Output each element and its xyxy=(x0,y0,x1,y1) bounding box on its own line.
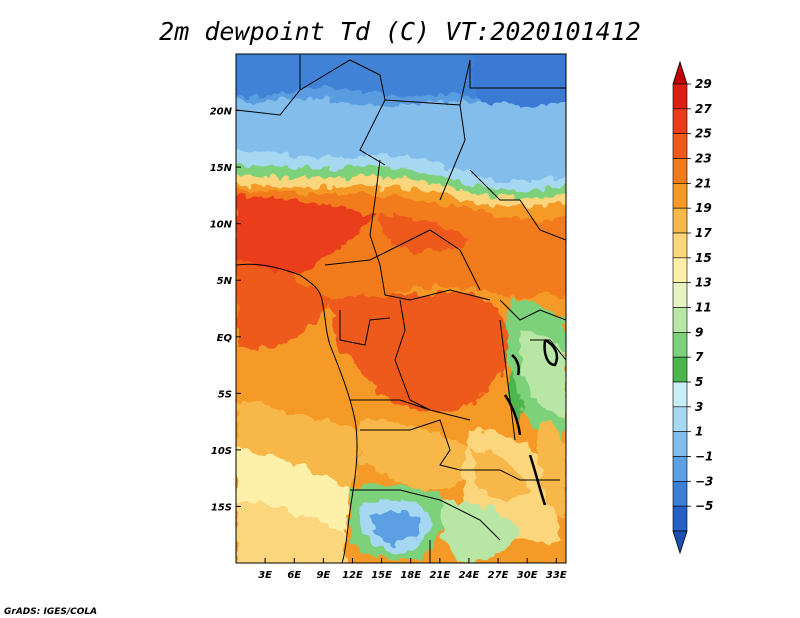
colorbar-label: 25 xyxy=(695,127,712,141)
lon-tick-label: 9E xyxy=(316,570,330,581)
lat-tick-label: 15N xyxy=(210,163,233,174)
lon-tick-label: 33E xyxy=(546,570,567,581)
lon-tick-label: 6E xyxy=(287,570,301,581)
colorbar-label: 9 xyxy=(695,325,703,339)
colorbar: 29 27 25 23 21 19 17 15 13 11 9 7 5 3 1 −1 −3 −5 xyxy=(672,60,713,555)
colorbar-swatch xyxy=(672,481,688,507)
colorbar-swatch xyxy=(672,108,688,134)
lat-tick-label: 10S xyxy=(211,446,232,457)
colorbar-label: 23 xyxy=(695,152,712,166)
lat-tick-label: 20N xyxy=(210,107,233,118)
latitude-axis: 20N 15N 10N 5N EQ 5S 10S 15S xyxy=(210,107,241,513)
colorbar-swatch xyxy=(672,307,688,333)
chart-title: 2m dewpoint Td (C) VT:2020101412 xyxy=(159,17,641,46)
colorbar-swatch xyxy=(672,505,688,532)
colorbar-swatch xyxy=(672,133,688,159)
colorbar-label: 29 xyxy=(695,77,712,91)
colorbar-label: −5 xyxy=(695,499,713,513)
lat-tick-label: 15S xyxy=(211,502,232,513)
map-frame xyxy=(235,53,567,564)
colorbar-swatch xyxy=(672,83,688,110)
colorbar-swatch xyxy=(672,232,688,259)
lon-tick-label: 27E xyxy=(488,570,509,581)
colorbar-swatch xyxy=(672,183,688,209)
lon-tick-label: 18E xyxy=(400,570,421,581)
lat-tick-label: EQ xyxy=(217,333,233,344)
colorbar-swatch xyxy=(672,207,688,234)
lon-tick-label: 3E xyxy=(258,570,272,581)
colorbar-label: 27 xyxy=(695,102,712,116)
colorbar-swatch xyxy=(672,431,688,457)
colorbar-label: 15 xyxy=(695,251,712,265)
colorbar-swatch xyxy=(672,356,688,383)
colorbar-label: 21 xyxy=(695,176,712,190)
colorbar-swatch xyxy=(672,158,688,184)
colorbar-label: −3 xyxy=(695,474,713,488)
colorbar-label: −1 xyxy=(695,450,713,464)
lon-tick-label: 12E xyxy=(342,570,363,581)
colorbar-label: 7 xyxy=(695,350,704,364)
colorbar-swatch xyxy=(672,456,688,482)
lat-tick-label: 10N xyxy=(210,220,233,231)
colorbar-swatch xyxy=(672,381,688,408)
lon-tick-label: 15E xyxy=(371,570,392,581)
colorbar-swatch xyxy=(672,257,688,283)
colorbar-label: 13 xyxy=(695,276,712,290)
colorbar-label: 5 xyxy=(695,375,703,389)
colorbar-swatch xyxy=(672,332,688,358)
lat-tick-label: 5S xyxy=(218,389,232,400)
colorbar-label: 17 xyxy=(695,226,712,240)
country-borders xyxy=(236,55,566,563)
colorbar-label: 11 xyxy=(695,301,712,315)
longitude-axis: 3E 6E 9E 12E 15E 18E 21E 24E 27E 30E 33E xyxy=(258,558,567,581)
colorbar-swatch xyxy=(672,282,688,308)
colorbar-label: 19 xyxy=(695,201,712,215)
colorbar-label: 1 xyxy=(695,425,703,439)
dewpoint-field xyxy=(236,54,566,563)
colorbar-swatch xyxy=(672,406,688,432)
lat-tick-label: 5N xyxy=(217,276,233,287)
colorbar-label: 3 xyxy=(695,400,703,414)
colorbar-top-arrow xyxy=(672,60,688,85)
colorbar-bottom-arrow xyxy=(672,530,688,555)
lon-tick-label: 30E xyxy=(517,570,538,581)
lon-tick-label: 24E xyxy=(459,570,480,581)
lon-tick-label: 21E xyxy=(429,570,450,581)
lakes xyxy=(503,338,559,506)
grads-credit: GrADS: IGES/COLA xyxy=(4,607,97,617)
